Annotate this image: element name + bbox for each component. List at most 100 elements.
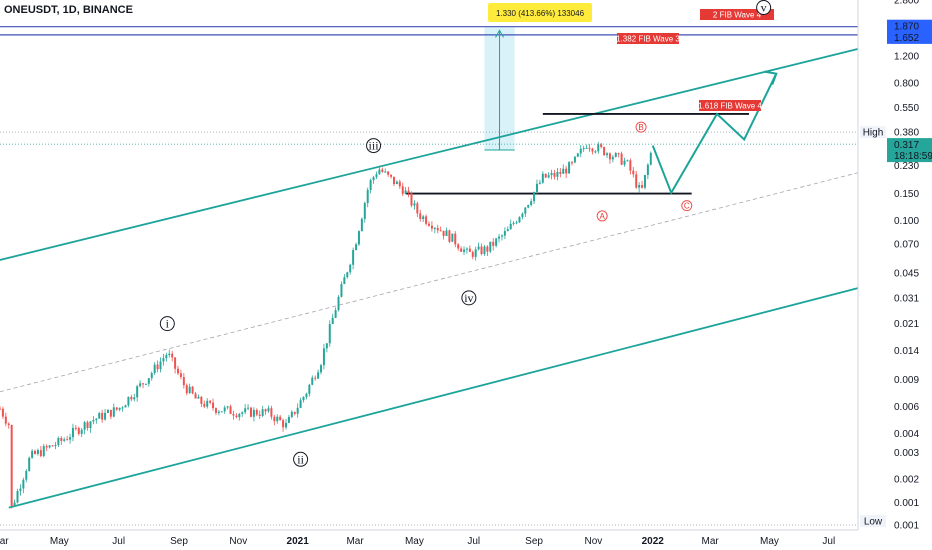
- x-tick-0: Mar: [0, 536, 9, 547]
- candle-body-193: [562, 168, 565, 174]
- candle-body-64: [185, 385, 188, 394]
- abc-label-2: C: [684, 202, 690, 211]
- candle-body-10: [28, 457, 31, 471]
- candle-body-155: [451, 233, 454, 242]
- candle-body-122: [355, 244, 358, 251]
- y-tick-6: 0.150: [894, 189, 919, 200]
- abc-circle-1: [635, 121, 647, 133]
- candle-body-76: [220, 411, 223, 413]
- candle-body-85: [247, 407, 250, 409]
- candle-body-93: [270, 408, 273, 417]
- candle-body-47: [136, 386, 139, 398]
- candle-body-137: [398, 181, 401, 187]
- candle-body-55: [159, 361, 162, 370]
- candle-body-17: [48, 445, 51, 448]
- candle-body-198: [576, 153, 579, 157]
- x-tick-13: May: [760, 536, 779, 547]
- candle-body-119: [346, 272, 349, 278]
- candle-body-91: [264, 409, 267, 412]
- candle-body-62: [179, 373, 182, 378]
- candle-body-30: [86, 422, 89, 429]
- x-tick-2: Jul: [112, 536, 125, 547]
- x-tick-8: Jul: [467, 536, 480, 547]
- y-tick-9: 0.045: [894, 269, 919, 280]
- candle-body-21: [60, 437, 63, 441]
- candle-body-60: [174, 357, 177, 369]
- candle-body-167: [486, 246, 489, 252]
- candle-body-70: [203, 403, 206, 407]
- candle-body-208: [606, 153, 609, 156]
- candle-body-178: [518, 217, 521, 223]
- candle-body-163: [474, 249, 477, 257]
- candle-body-19: [54, 445, 57, 447]
- candle-body-145: [422, 216, 425, 219]
- y-tick-5: 0.230: [894, 161, 919, 172]
- candle-body-81: [235, 415, 238, 418]
- abc-circle-0: [596, 210, 608, 222]
- candle-body-141: [410, 192, 413, 206]
- candle-body-168: [489, 241, 492, 252]
- candle-body-27: [77, 428, 80, 434]
- candle-body-36: [104, 412, 107, 420]
- candle-body-82: [238, 413, 241, 418]
- candle-body-33: [95, 418, 98, 421]
- y-tick-19: 0.001: [894, 521, 919, 532]
- channel-upper-line: [0, 38, 899, 261]
- candle-body-215: [626, 160, 629, 162]
- candle-body-112: [325, 343, 328, 349]
- candle-body-131: [381, 169, 384, 172]
- candle-body-160: [465, 248, 468, 250]
- candle-body-13: [36, 450, 39, 454]
- x-axis-background: [0, 530, 932, 550]
- candle-body-183: [533, 191, 536, 202]
- candle-body-179: [521, 213, 524, 218]
- candle-body-192: [559, 171, 562, 174]
- candle-body-116: [337, 296, 340, 311]
- candle-body-152: [442, 230, 445, 236]
- candle-body-158: [460, 248, 463, 252]
- y-tick-12: 0.014: [894, 346, 919, 357]
- candle-body-95: [276, 416, 279, 422]
- candle-body-69: [200, 396, 203, 404]
- candle-body-9: [25, 470, 28, 480]
- x-tick-1: May: [50, 536, 69, 547]
- candle-body-68: [197, 396, 200, 399]
- tag-fib-low-text-0: 1.652: [894, 33, 919, 44]
- high-tag: High: [863, 128, 884, 139]
- candle-body-196: [571, 162, 573, 164]
- candle-body-63: [182, 377, 185, 386]
- candle-body-222: [646, 164, 649, 175]
- candle-body-39: [112, 407, 115, 417]
- measure-arrow-head: [495, 29, 504, 38]
- candle-body-126: [366, 189, 369, 204]
- abc-label-0: A: [599, 212, 605, 221]
- projection-arrowhead: [764, 70, 778, 85]
- candle-body-25: [71, 427, 74, 438]
- candle-body-204: [594, 151, 597, 153]
- candle-body-88: [255, 409, 258, 415]
- candle-body-75: [217, 411, 220, 413]
- candle-body-118: [343, 277, 346, 285]
- x-tick-12: Mar: [702, 536, 720, 547]
- candle-body-182: [530, 201, 533, 205]
- candle-body-16: [45, 446, 48, 448]
- candle-body-127: [369, 180, 372, 190]
- tag-fib-low-box: [887, 30, 932, 44]
- y-tick-3: 0.550: [894, 103, 919, 114]
- candle-body-73: [212, 402, 215, 409]
- candle-body-213: [620, 153, 623, 165]
- candle-body-51: [147, 378, 150, 384]
- candle-body-218: [635, 174, 638, 188]
- candle-body-176: [512, 223, 515, 225]
- x-tick-5: 2021: [287, 536, 310, 547]
- candle-body-129: [375, 174, 378, 178]
- candle-body-184: [535, 183, 538, 192]
- candle-body-150: [436, 228, 439, 231]
- y-tick-13: 0.009: [894, 375, 919, 386]
- candle-body-171: [498, 236, 501, 239]
- candle-body-174: [506, 229, 509, 232]
- candle-body-202: [588, 147, 591, 149]
